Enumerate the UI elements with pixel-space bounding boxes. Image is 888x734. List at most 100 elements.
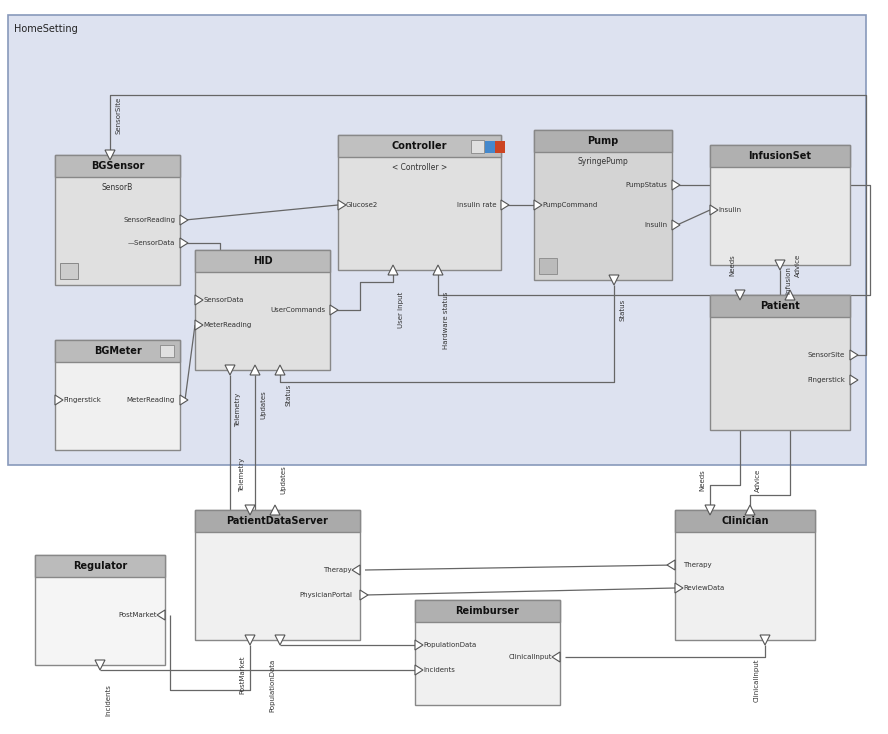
Text: Therapy: Therapy [323,567,352,573]
FancyBboxPatch shape [471,140,484,153]
Polygon shape [55,395,63,405]
Text: Telemetry: Telemetry [235,393,241,427]
Text: Needs: Needs [699,469,705,491]
Text: ClinicalInput: ClinicalInput [754,658,760,702]
Polygon shape [850,375,858,385]
Text: SensorReading: SensorReading [123,217,175,223]
Text: PopulationData: PopulationData [269,658,275,712]
FancyBboxPatch shape [195,250,330,370]
Polygon shape [760,635,770,645]
FancyBboxPatch shape [534,130,672,152]
Text: PopulationData: PopulationData [423,642,476,648]
Text: SensorB: SensorB [102,183,133,192]
Text: PatientDataServer: PatientDataServer [226,516,329,526]
Text: HomeSetting: HomeSetting [14,24,78,34]
Text: Insulin rate: Insulin rate [456,202,496,208]
Polygon shape [105,150,115,160]
Text: MeterReading: MeterReading [127,397,175,403]
Polygon shape [495,141,505,153]
FancyBboxPatch shape [338,135,501,270]
Text: Regulator: Regulator [73,561,127,571]
Polygon shape [360,590,368,600]
Text: PumpCommand: PumpCommand [542,202,598,208]
Text: InfusionSet: InfusionSet [749,151,812,161]
Text: ClinicalInput: ClinicalInput [509,654,552,660]
Polygon shape [330,305,338,315]
Polygon shape [95,660,105,670]
Polygon shape [352,565,360,575]
Polygon shape [745,505,755,515]
Polygon shape [672,220,680,230]
Polygon shape [485,141,495,153]
FancyBboxPatch shape [35,555,165,665]
Polygon shape [275,635,285,645]
Text: Updates: Updates [280,465,286,495]
Text: SyringePump: SyringePump [577,158,629,167]
Text: Updates: Updates [260,390,266,419]
FancyBboxPatch shape [55,340,180,450]
FancyBboxPatch shape [60,263,78,279]
FancyBboxPatch shape [55,340,180,362]
Text: Therapy: Therapy [683,562,711,568]
Polygon shape [534,200,542,210]
Polygon shape [433,265,443,275]
Text: HID: HID [253,256,273,266]
Text: Glucose2: Glucose2 [346,202,378,208]
FancyBboxPatch shape [675,510,815,532]
Text: < Controller >: < Controller > [392,162,448,172]
FancyBboxPatch shape [195,510,360,640]
Text: —SensorData: —SensorData [128,240,175,246]
Text: Advice: Advice [795,253,801,277]
Polygon shape [552,652,560,662]
Text: Fingerstick: Fingerstick [807,377,845,383]
Text: MeterReading: MeterReading [203,322,251,328]
Polygon shape [705,505,715,515]
Polygon shape [672,180,680,190]
Text: ReviewData: ReviewData [683,585,725,591]
Polygon shape [501,200,509,210]
FancyBboxPatch shape [710,145,850,167]
Text: Clinician: Clinician [721,516,769,526]
Text: Status: Status [285,384,291,406]
Text: Pump: Pump [587,136,619,146]
Polygon shape [180,395,188,405]
Text: Status: Status [619,299,625,321]
FancyBboxPatch shape [534,130,672,280]
Text: BGMeter: BGMeter [93,346,141,356]
Text: UserCommands: UserCommands [270,307,325,313]
FancyBboxPatch shape [338,135,501,157]
Text: Hardware status: Hardware status [443,291,449,349]
Polygon shape [675,583,683,593]
Polygon shape [735,290,745,300]
Polygon shape [270,505,280,515]
FancyBboxPatch shape [195,510,360,532]
Polygon shape [785,290,795,300]
Text: Insulin: Insulin [718,207,741,213]
Polygon shape [157,610,165,620]
Text: Incidents: Incidents [105,684,111,716]
Text: Controller: Controller [392,141,448,151]
FancyBboxPatch shape [415,600,560,705]
Polygon shape [850,350,858,360]
FancyBboxPatch shape [8,15,866,465]
Text: SensorData: SensorData [203,297,243,303]
Text: Insulin: Insulin [644,222,667,228]
Polygon shape [415,640,423,650]
Text: PhysicianPortal: PhysicianPortal [299,592,352,598]
Polygon shape [180,238,188,248]
Polygon shape [225,365,235,375]
Text: PumpStatus: PumpStatus [625,182,667,188]
Text: Infusion: Infusion [785,266,791,294]
Polygon shape [338,200,346,210]
Text: Reimburser: Reimburser [456,606,519,616]
Polygon shape [195,295,203,305]
FancyBboxPatch shape [710,295,850,317]
Text: Needs: Needs [729,254,735,276]
Text: Incidents: Incidents [423,667,455,673]
Text: Patient: Patient [760,301,800,311]
Polygon shape [388,265,398,275]
Polygon shape [775,260,785,270]
Text: Advice: Advice [755,468,761,492]
FancyBboxPatch shape [415,600,560,622]
FancyBboxPatch shape [160,345,174,357]
